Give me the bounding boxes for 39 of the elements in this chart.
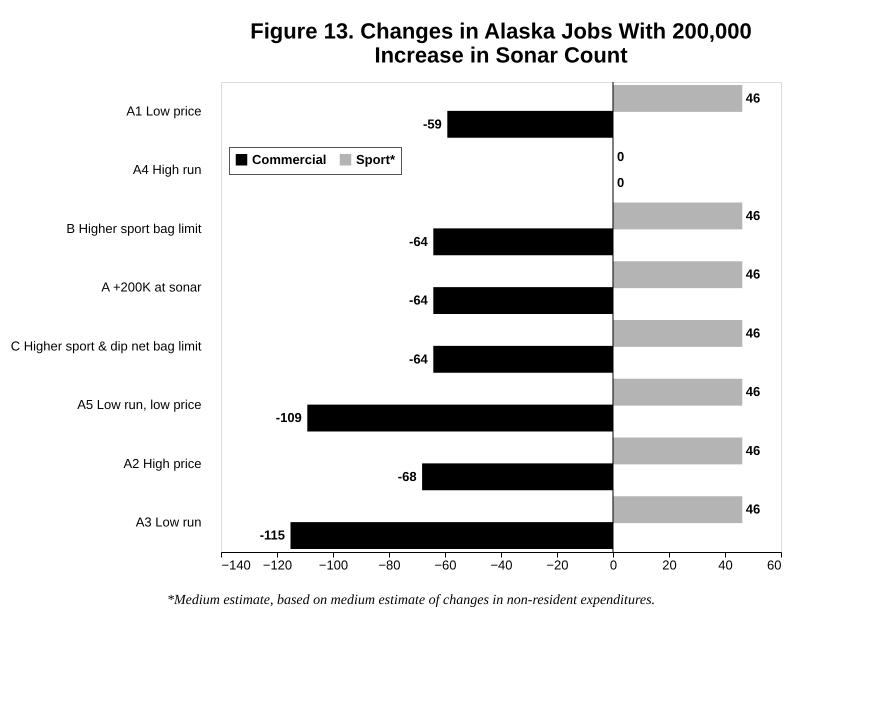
data-label: 46 [746, 384, 760, 400]
x-tick-label: −140 [222, 558, 251, 572]
x-tick-label: −20 [546, 558, 569, 572]
data-label: -109 [276, 410, 302, 426]
data-label: 46 [746, 266, 760, 282]
data-label: -68 [398, 468, 417, 484]
x-tick-label: 0 [610, 558, 618, 572]
y-tick-label: A5 Low run, low price [77, 397, 202, 412]
x-tick-label: 40 [718, 558, 733, 572]
y-tick-label: A +200K at sonar [101, 280, 202, 295]
data-label: 0 [617, 175, 624, 190]
data-label: -115 [260, 528, 285, 543]
y-tick-label: A3 Low run [136, 514, 202, 530]
x-tick-label: −120 [262, 558, 292, 572]
data-label: 46 [746, 208, 760, 223]
x-tick-label: −60 [434, 558, 457, 572]
data-label: 46 [746, 442, 760, 458]
y-tick-label: A2 High price [123, 456, 202, 471]
legend-label: Sport* [356, 152, 396, 167]
x-tick-label: −40 [490, 558, 513, 572]
legend-label: Commercial [252, 152, 326, 167]
data-label: -64 [409, 234, 429, 249]
data-label: 46 [746, 90, 760, 106]
data-label: -59 [423, 116, 442, 132]
data-label: 0 [617, 149, 624, 164]
x-tick-label: −100 [318, 558, 348, 572]
x-tick-label: −80 [378, 558, 401, 572]
y-tick-label: A1 Low price [126, 103, 202, 118]
data-label: -64 [409, 292, 429, 308]
y-tick-label: C Higher sport & dip net bag limit [10, 338, 202, 354]
x-tick-label: 20 [662, 558, 677, 572]
data-label: 46 [746, 502, 760, 517]
text: *Medium estimate, based on medium estimate of changes in non-resident expenditures. [166, 593, 656, 608]
x-tick-label: 60 [767, 558, 782, 572]
chart-title: Figure 13. Changes in Alaska Jobs With 200,000 Increase in Sonar Count [250, 18, 752, 68]
y-tick-label: B Higher sport bag limit [66, 220, 202, 236]
data-label: 46 [746, 325, 760, 340]
data-label: -64 [409, 351, 429, 366]
y-tick-label: A4 High run [132, 162, 202, 178]
